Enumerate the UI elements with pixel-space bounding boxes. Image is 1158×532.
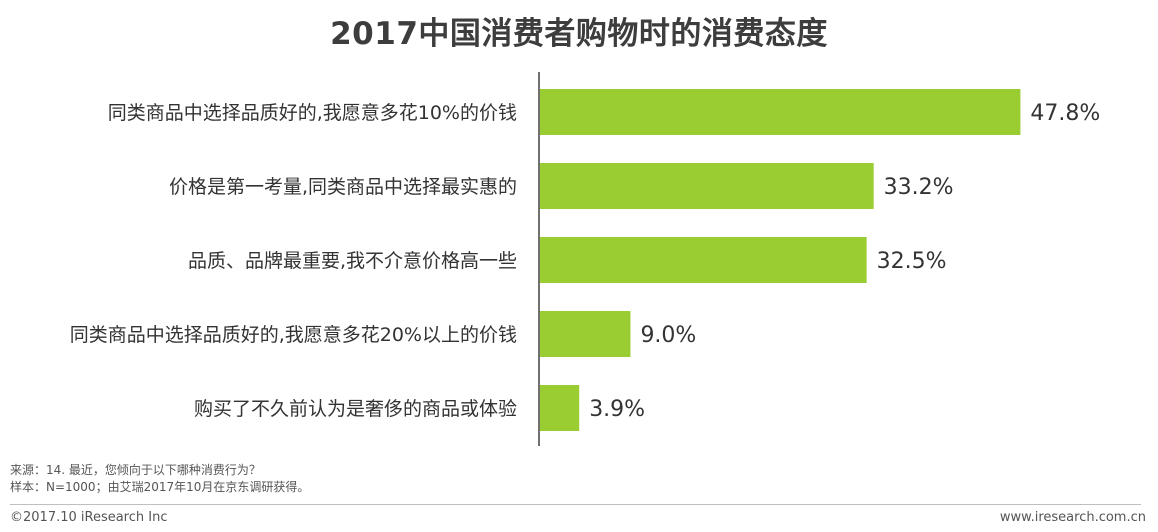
category-label: 同类商品中选择品质好的,我愿意多花10%的价钱 (108, 102, 517, 124)
category-label: 价格是第一考量,同类商品中选择最实惠的 (169, 176, 517, 198)
category-label: 同类商品中选择品质好的,我愿意多花20%以上的价钱 (70, 324, 517, 346)
bar (540, 311, 631, 357)
copyright-text: ©2017.10 iResearch Inc (10, 510, 168, 525)
bar (540, 163, 874, 209)
category-label: 品质、品牌最重要,我不介意价格高一些 (188, 250, 517, 272)
value-label: 33.2% (884, 175, 954, 200)
value-label: 32.5% (877, 249, 947, 274)
category-label: 购买了不久前认为是奢侈的商品或体验 (194, 398, 517, 420)
website-link[interactable]: www.iresearch.com.cn (999, 510, 1146, 525)
bar-chart: 同类商品中选择品质好的,我愿意多花10%的价钱 47.8% 价格是第一考量,同类商品… (70, 72, 1100, 446)
bar (540, 89, 1021, 135)
value-label: 47.8% (1030, 101, 1100, 126)
bar (540, 385, 580, 431)
source-note: 来源：14. 最近，您倾向于以下哪种消费行为？ (10, 463, 261, 477)
value-label: 9.0% (640, 323, 696, 348)
chart-title: 2017中国消费者购物时的消费态度 (330, 16, 828, 52)
sample-note: 样本：N=1000；由艾瑞2017年10月在京东调研获得。 (10, 480, 310, 494)
value-label: 3.9% (589, 397, 645, 422)
bar (540, 237, 867, 283)
footer-divider (10, 504, 1141, 505)
